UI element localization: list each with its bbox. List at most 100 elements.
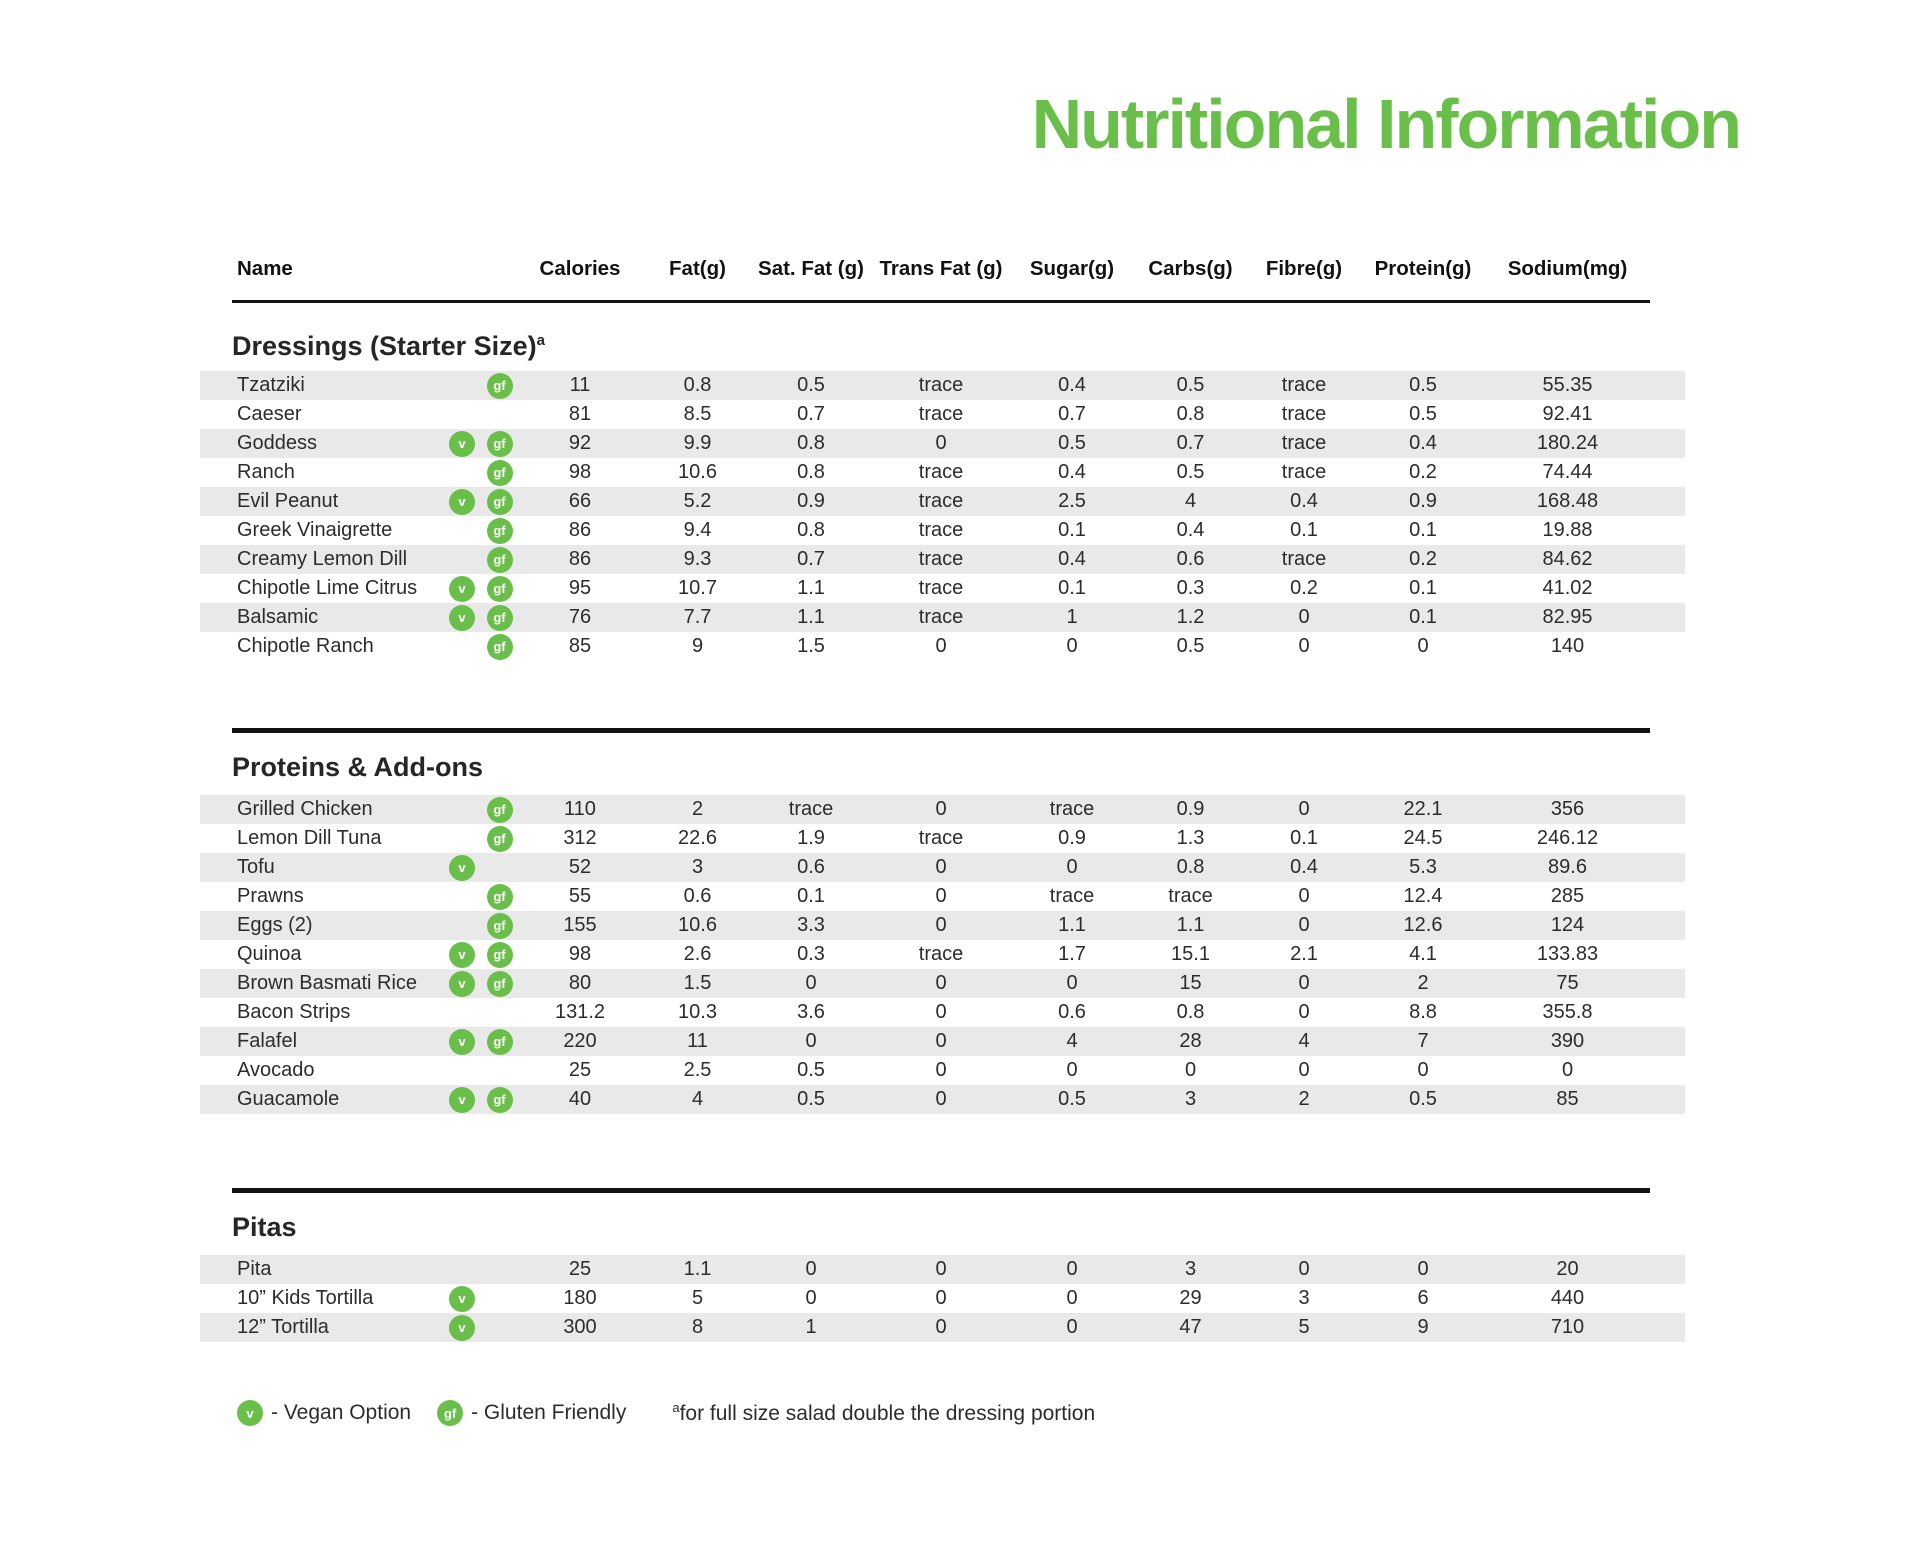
value-cell: 355.8 — [1542, 1001, 1593, 1023]
value-cell: 81 — [568, 403, 592, 425]
value-cell: 124 — [1550, 914, 1585, 936]
gluten-friendly-badge-icon: gf — [486, 517, 513, 544]
section-heading-superscript: a — [536, 332, 545, 349]
vegan-badge-icon: v — [449, 1028, 475, 1055]
value-cell: 1 — [805, 1316, 817, 1338]
value-cell: 82.95 — [1542, 606, 1593, 628]
value-cell: 0.8 — [797, 432, 825, 454]
vegan-badge-icon: v — [237, 1400, 263, 1426]
value-cell: 1.1 — [683, 1258, 712, 1280]
legend: v - Vegan Option gf - Gluten Friendly af… — [237, 1400, 1095, 1426]
value-cell: 0.1 — [1290, 827, 1318, 849]
value-cell: 0 — [1298, 635, 1310, 657]
value-cell: trace — [1168, 885, 1213, 907]
value-cell: 0 — [1066, 1059, 1078, 1081]
value-cell: 2.6 — [683, 943, 712, 965]
value-cell: trace — [1281, 374, 1327, 396]
value-cell: 0 — [1066, 856, 1078, 878]
value-cell: 440 — [1550, 1287, 1585, 1309]
value-cell: trace — [1049, 885, 1095, 907]
gluten-friendly-badge-icon: gf — [486, 546, 513, 573]
value-cell: 110 — [564, 798, 596, 820]
value-cell: 0.9 — [1176, 798, 1205, 820]
value-cell: 0.9 — [1409, 490, 1437, 512]
value-cell: 3.3 — [797, 914, 825, 936]
gluten-badge-cell: gf — [484, 459, 515, 486]
gluten-friendly-badge-icon: gf — [486, 575, 513, 602]
row-name: Eggs (2) — [237, 914, 313, 936]
table-row: Lemon Dill Tuna gf 312 22.6 1.9 trace 0.9 1.3 0.… — [200, 824, 1685, 853]
value-cell: 95 — [568, 577, 592, 599]
value-cell: 1.3 — [1176, 827, 1205, 849]
value-cell: trace — [918, 490, 964, 512]
value-cell: 0.4 — [1058, 374, 1086, 396]
value-cell: 0 — [1417, 635, 1429, 657]
value-cell: trace — [918, 606, 964, 628]
value-cell: 1.1 — [1176, 914, 1205, 936]
value-cell: 0 — [1066, 1287, 1078, 1309]
value-cell: 74.44 — [1542, 461, 1593, 483]
value-cell: 1 — [1066, 606, 1078, 628]
value-cell: 1.5 — [683, 972, 712, 994]
value-cell: 0.1 — [1409, 606, 1437, 628]
value-cell: 0.4 — [1290, 490, 1318, 512]
vegan-badge-cell: v — [440, 1028, 484, 1055]
column-header: Calories — [539, 257, 621, 280]
value-cell: 0.5 — [797, 374, 825, 396]
value-cell: 0 — [1298, 1001, 1310, 1023]
value-cell: 15.1 — [1171, 943, 1210, 965]
value-cell: 1.1 — [797, 606, 825, 628]
value-cell: 24.5 — [1403, 827, 1443, 849]
value-cell: trace — [1049, 798, 1095, 820]
value-cell: 85 — [568, 635, 592, 657]
table-row: Pita 25 1.1 0 0 0 3 0 0 20 — [200, 1255, 1685, 1284]
vegan-badge-cell: v — [440, 970, 484, 997]
vegan-badge-cell: v — [440, 941, 484, 968]
gluten-badge-cell: gf — [484, 372, 515, 399]
value-cell: 75 — [1556, 972, 1579, 994]
value-cell: 0 — [1184, 1059, 1197, 1081]
table-row: Greek Vinaigrette gf 86 9.4 0.8 trace 0.1 0.4 0.… — [200, 516, 1685, 545]
section-heading: Proteins & Add-ons — [232, 748, 1685, 786]
value-cell: 3 — [1184, 1088, 1197, 1110]
value-cell: 1.5 — [797, 635, 825, 657]
value-cell: 98 — [568, 461, 592, 483]
value-cell: 2.1 — [1290, 943, 1318, 965]
value-cell: 0 — [1298, 914, 1310, 936]
value-cell: 0.5 — [1409, 403, 1437, 425]
value-cell: trace — [918, 461, 964, 483]
value-cell: 0.5 — [797, 1088, 825, 1110]
value-cell: 10.3 — [678, 1001, 717, 1023]
value-cell: 2 — [1417, 972, 1429, 994]
row-name: Bacon Strips — [237, 1001, 351, 1023]
value-cell: 0 — [935, 1030, 947, 1052]
value-cell: 5.2 — [683, 490, 712, 512]
value-cell: 80 — [568, 972, 592, 994]
value-cell: 0.8 — [797, 519, 825, 541]
value-cell: 246.12 — [1536, 827, 1599, 849]
value-cell: 0.1 — [1058, 577, 1086, 599]
table-row: Creamy Lemon Dill gf 86 9.3 0.7 trace 0.4 0.6 tr… — [200, 545, 1685, 574]
table-row: 10” Kids Tortilla v 180 5 0 0 0 29 3 6 440 — [200, 1284, 1685, 1313]
row-name: Prawns — [237, 885, 304, 907]
value-cell: 1.9 — [797, 827, 825, 849]
value-cell: 22.6 — [678, 827, 717, 849]
value-cell: 28 — [1179, 1030, 1202, 1052]
value-cell: 0 — [1298, 606, 1310, 628]
value-cell: 0.1 — [797, 885, 825, 907]
value-cell: 0 — [1066, 1258, 1078, 1280]
vegan-badge-icon: v — [449, 575, 475, 602]
value-cell: 0.1 — [1409, 519, 1437, 541]
value-cell: 47 — [1179, 1316, 1202, 1338]
row-name: Goddess — [237, 432, 318, 454]
gluten-friendly-badge-icon: gf — [486, 1028, 513, 1055]
value-cell: trace — [918, 519, 964, 541]
table-row: Grilled Chicken gf 110 2 trace 0 trace 0.9 0 22.1… — [200, 795, 1685, 824]
table-row: Caeser 81 8.5 0.7 trace 0.7 0.8 trace 0.5 92.41 — [200, 400, 1685, 429]
value-cell: 9.3 — [683, 548, 712, 570]
row-name: 10” Kids Tortilla — [237, 1287, 374, 1309]
row-name: Grilled Chicken — [237, 798, 373, 820]
value-cell: 0 — [1066, 635, 1078, 657]
value-cell: 0.7 — [797, 403, 825, 425]
value-cell: 0.6 — [683, 885, 712, 907]
